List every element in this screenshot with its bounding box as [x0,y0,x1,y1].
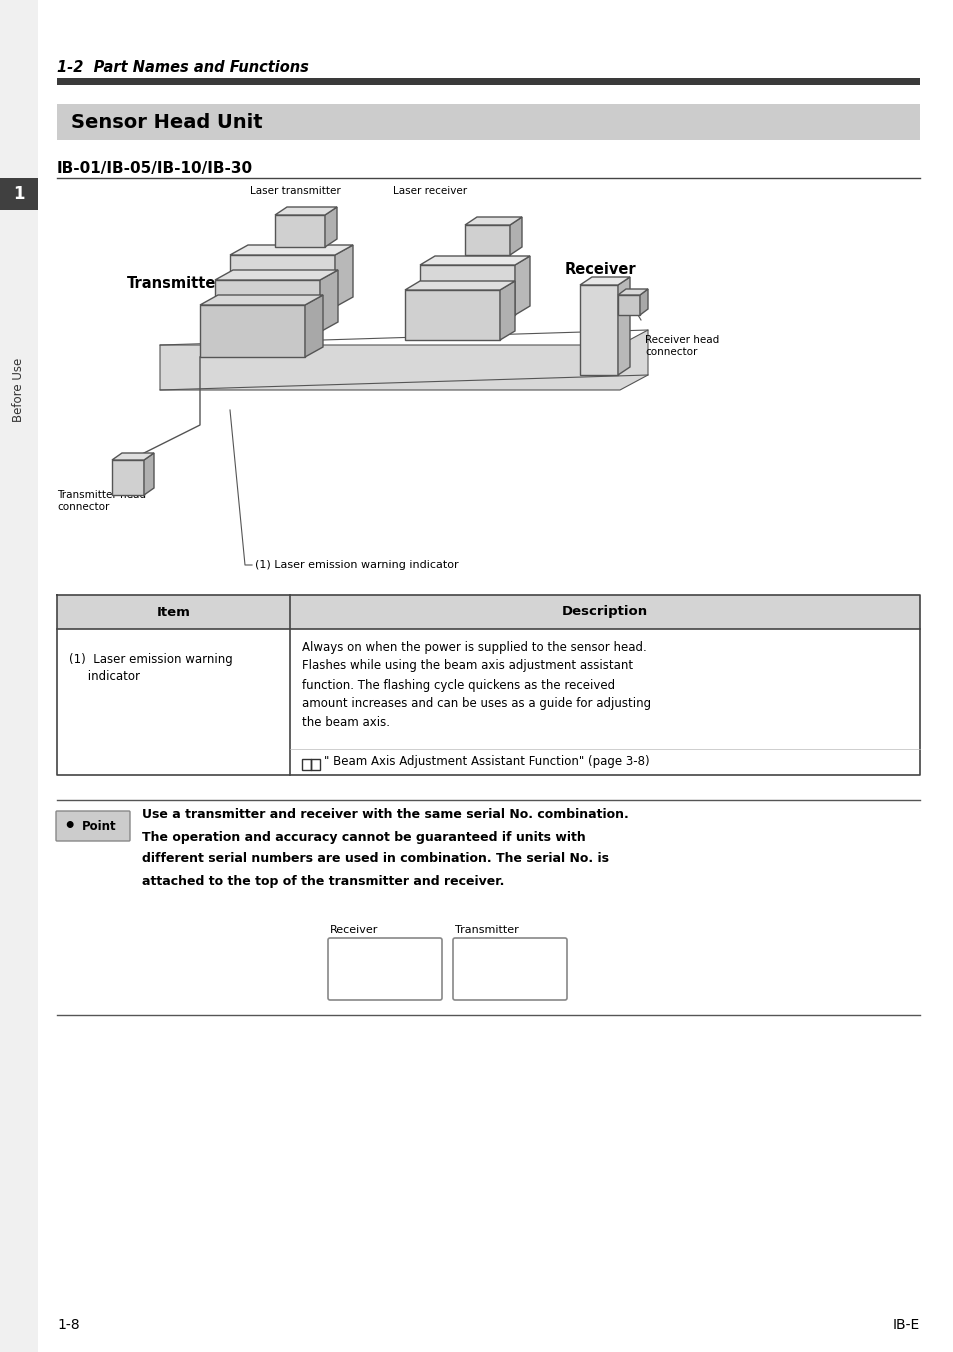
Polygon shape [419,256,530,265]
Text: 1-8: 1-8 [57,1318,79,1332]
Text: Point: Point [82,819,116,833]
Polygon shape [579,277,629,285]
Text: Laser transmitter: Laser transmitter [250,187,340,196]
Polygon shape [618,295,639,315]
Text: 12345678: 12345678 [462,975,533,990]
Polygon shape [579,285,618,375]
Polygon shape [618,277,629,375]
Text: Item: Item [156,606,191,618]
Bar [302,758,311,771]
Text: •: • [63,817,75,836]
Polygon shape [319,270,337,333]
Polygon shape [274,207,336,215]
Polygon shape [112,460,144,495]
Polygon shape [618,289,647,295]
FancyBboxPatch shape [453,938,566,1000]
Polygon shape [274,215,325,247]
Text: IB-E: IB-E [892,1318,919,1332]
Text: attached to the top of the transmitter and receiver.: attached to the top of the transmitter a… [142,875,504,887]
Bar [311,758,319,771]
Text: Description: Description [561,606,647,618]
Text: SERIAL No.: SERIAL No. [337,949,387,959]
Text: Sensor Head Unit: Sensor Head Unit [71,112,262,131]
Polygon shape [335,245,353,307]
Polygon shape [230,245,353,256]
Polygon shape [200,295,323,306]
Text: Transmitter: Transmitter [455,925,518,936]
Text: the beam axis.: the beam axis. [302,717,390,730]
Polygon shape [419,265,515,315]
FancyBboxPatch shape [56,811,130,841]
Bar [57,78,919,85]
Polygon shape [214,270,337,280]
Polygon shape [200,306,305,357]
Text: Before Use: Before Use [12,358,26,422]
Polygon shape [499,281,515,339]
Polygon shape [112,453,153,460]
Polygon shape [325,207,336,247]
Text: 1: 1 [13,185,25,203]
Bar [57,595,919,629]
Text: 1-2  Part Names and Functions: 1-2 Part Names and Functions [57,61,309,76]
Polygon shape [639,289,647,315]
Polygon shape [510,218,521,256]
Polygon shape [464,224,510,256]
Polygon shape [405,289,499,339]
Text: 12345678: 12345678 [337,975,408,990]
Text: amount increases and can be uses as a guide for adjusting: amount increases and can be uses as a gu… [302,698,651,711]
Text: (1)  Laser emission warning: (1) Laser emission warning [69,653,233,665]
Text: Transmitter head
connector: Transmitter head connector [57,489,146,511]
Bar [57,104,919,141]
Text: Use a transmitter and receiver with the same serial No. combination.: Use a transmitter and receiver with the … [142,808,628,822]
Polygon shape [230,256,335,307]
FancyBboxPatch shape [328,938,441,1000]
Polygon shape [144,453,153,495]
Text: Receiver: Receiver [330,925,378,936]
Text: Flashes while using the beam axis adjustment assistant: Flashes while using the beam axis adjust… [302,660,633,672]
Polygon shape [405,281,515,289]
Bar [0,0,38,1352]
Text: function. The flashing cycle quickens as the received: function. The flashing cycle quickens as… [302,679,615,691]
Text: Laser receiver: Laser receiver [393,187,467,196]
Polygon shape [515,256,530,315]
Polygon shape [160,330,647,389]
Text: " Beam Axis Adjustment Assistant Function" (page 3-8): " Beam Axis Adjustment Assistant Functio… [324,756,649,768]
Text: Transmitter: Transmitter [127,276,223,291]
Polygon shape [305,295,323,357]
Text: indicator: indicator [69,671,140,684]
Text: Receiver: Receiver [563,262,635,277]
Text: Always on when the power is supplied to the sensor head.: Always on when the power is supplied to … [302,641,646,653]
Text: IB-01/IB-05/IB-10/IB-30: IB-01/IB-05/IB-10/IB-30 [57,161,253,176]
Text: Receiver head
connector: Receiver head connector [644,335,719,357]
Polygon shape [464,218,521,224]
Text: different serial numbers are used in combination. The serial No. is: different serial numbers are used in com… [142,853,608,865]
Polygon shape [214,280,319,333]
Text: The operation and accuracy cannot be guaranteed if units with: The operation and accuracy cannot be gua… [142,830,585,844]
Bar [0,178,38,210]
Text: No.: No. [462,949,477,959]
Text: (1) Laser emission warning indicator: (1) Laser emission warning indicator [254,560,458,571]
